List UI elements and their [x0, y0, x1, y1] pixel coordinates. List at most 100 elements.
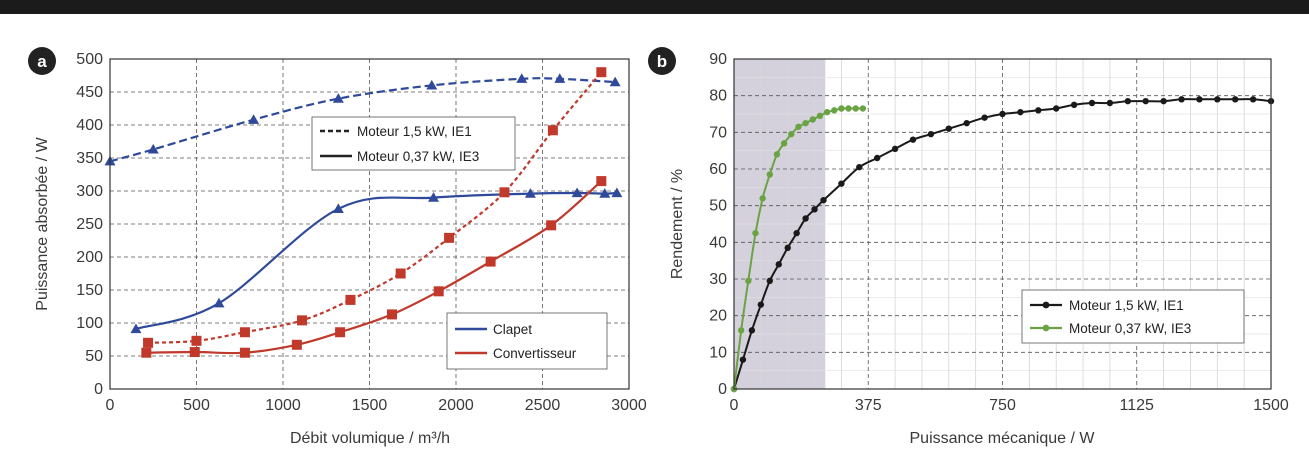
legend-label: Moteur 0,37 kW, IE3: [357, 149, 479, 164]
data-point: [784, 244, 791, 252]
data-point-triangle: [516, 73, 528, 83]
data-point: [1124, 97, 1132, 105]
legend-label: Clapet: [493, 322, 532, 337]
data-point-triangle: [554, 73, 566, 83]
data-point: [1053, 105, 1060, 112]
x-tick-label: 1500: [352, 397, 388, 414]
panel-a-legend-modes: Clapet Convertisseur: [446, 312, 608, 370]
data-point-triangle: [524, 188, 536, 198]
data-point: [816, 112, 824, 120]
data-point: [775, 261, 782, 268]
data-point: [780, 140, 788, 147]
panel-b-legend: Moteur 1,5 kW, IE1 Moteur 0,37 kW, IE3: [1021, 289, 1245, 344]
y-tick-label: 400: [76, 117, 103, 134]
y-tick-label: 100: [76, 315, 103, 332]
y-tick-label: 450: [76, 84, 103, 101]
data-point: [759, 195, 766, 202]
data-point: [927, 130, 935, 138]
panel-a-legend-motors: Moteur 1,5 kW, IE1 Moteur 0,37 kW, IE3: [311, 116, 516, 171]
data-point-triangle: [599, 188, 611, 198]
data-point: [766, 277, 773, 285]
data-point: [766, 171, 773, 178]
top-bar: [0, 0, 1309, 14]
y-tick-label: 200: [76, 249, 103, 266]
panel-b-frame: [733, 58, 1272, 390]
legend-label: Moteur 1,5 kW, IE1: [357, 124, 472, 139]
data-point-square: [189, 347, 200, 358]
data-point: [945, 125, 952, 132]
data-point: [1178, 96, 1185, 103]
data-point-square: [444, 232, 455, 243]
data-point-triangle: [130, 323, 142, 334]
y-tick-label: 20: [709, 308, 727, 325]
data-point-square: [239, 327, 250, 338]
y-tick-label: 150: [76, 282, 103, 299]
legend-label: Moteur 0,37 kW, IE3: [1069, 321, 1191, 336]
data-point: [1070, 101, 1078, 109]
panel-a-badge-label: a: [37, 52, 47, 71]
panel-a-xlabel: Débit volumique / m³/h: [290, 430, 450, 447]
data-point-triangle: [213, 297, 225, 308]
y-tick-label: 500: [76, 51, 103, 68]
data-point: [874, 154, 881, 162]
data-point: [838, 180, 845, 187]
data-point: [1214, 96, 1221, 103]
data-point: [752, 229, 759, 237]
data-point: [793, 229, 800, 237]
panel-a-ticks: 0 500 1000 1500 2000 2500 3000 0 50 100 150 200 250 3…: [76, 51, 647, 414]
data-point-square: [547, 125, 558, 136]
panel-b-ticks: 0 375 750 1125 1500 0 10 20 30 40 50 60 70 80 90: [709, 51, 1289, 414]
data-point: [1088, 99, 1096, 107]
x-tick-label: 2000: [438, 397, 474, 414]
y-tick-label: 80: [709, 88, 727, 105]
x-tick-label: 1500: [1253, 397, 1289, 414]
data-point: [745, 277, 752, 285]
data-point: [811, 206, 818, 213]
panel-b-xlabel: Puissance mécanique / W: [910, 430, 1096, 447]
data-point: [748, 327, 756, 334]
y-tick-label: 90: [709, 51, 727, 68]
y-tick-label: 10: [709, 344, 727, 361]
data-point-triangle: [571, 187, 583, 198]
y-tick-label: 60: [709, 161, 727, 178]
data-point: [1160, 97, 1167, 105]
data-point: [802, 119, 809, 127]
panel-b-grid: [734, 59, 1271, 389]
data-point: [773, 151, 781, 158]
data-point: [909, 136, 917, 143]
legend-box: [446, 312, 608, 370]
data-point: [809, 116, 816, 123]
data-point: [838, 105, 845, 112]
data-point: [891, 145, 899, 153]
data-point: [1106, 99, 1114, 107]
data-point: [802, 215, 809, 222]
data-point: [999, 110, 1006, 118]
panel-b-badge-label: b: [657, 52, 667, 71]
x-tick-label: 750: [989, 397, 1016, 414]
y-tick-label: 50: [85, 348, 103, 365]
data-point: [859, 105, 867, 112]
x-tick-label: 0: [730, 397, 739, 414]
legend-box: [1021, 289, 1245, 344]
legend-label: Convertisseur: [493, 346, 577, 361]
data-point-square: [485, 256, 496, 267]
data-point: [963, 119, 970, 127]
panel-b-ylabel: Rendement / %: [669, 169, 686, 279]
data-point: [795, 123, 802, 131]
series-line: [148, 71, 603, 344]
panel-a-series: [104, 67, 623, 358]
y-tick-label: 250: [76, 216, 103, 233]
data-point-triangle: [147, 143, 159, 154]
data-point-square: [141, 347, 152, 358]
y-tick-label: 50: [709, 198, 727, 215]
x-tick-label: 375: [855, 397, 882, 414]
data-point: [788, 130, 795, 138]
data-point: [1196, 96, 1203, 103]
y-tick-label: 40: [709, 234, 727, 251]
legend-box: [311, 116, 516, 171]
data-point-square: [335, 327, 346, 338]
data-point: [856, 163, 863, 171]
data-point: [1249, 96, 1257, 103]
data-point: [845, 105, 852, 112]
panel-a-badge: [28, 47, 56, 75]
